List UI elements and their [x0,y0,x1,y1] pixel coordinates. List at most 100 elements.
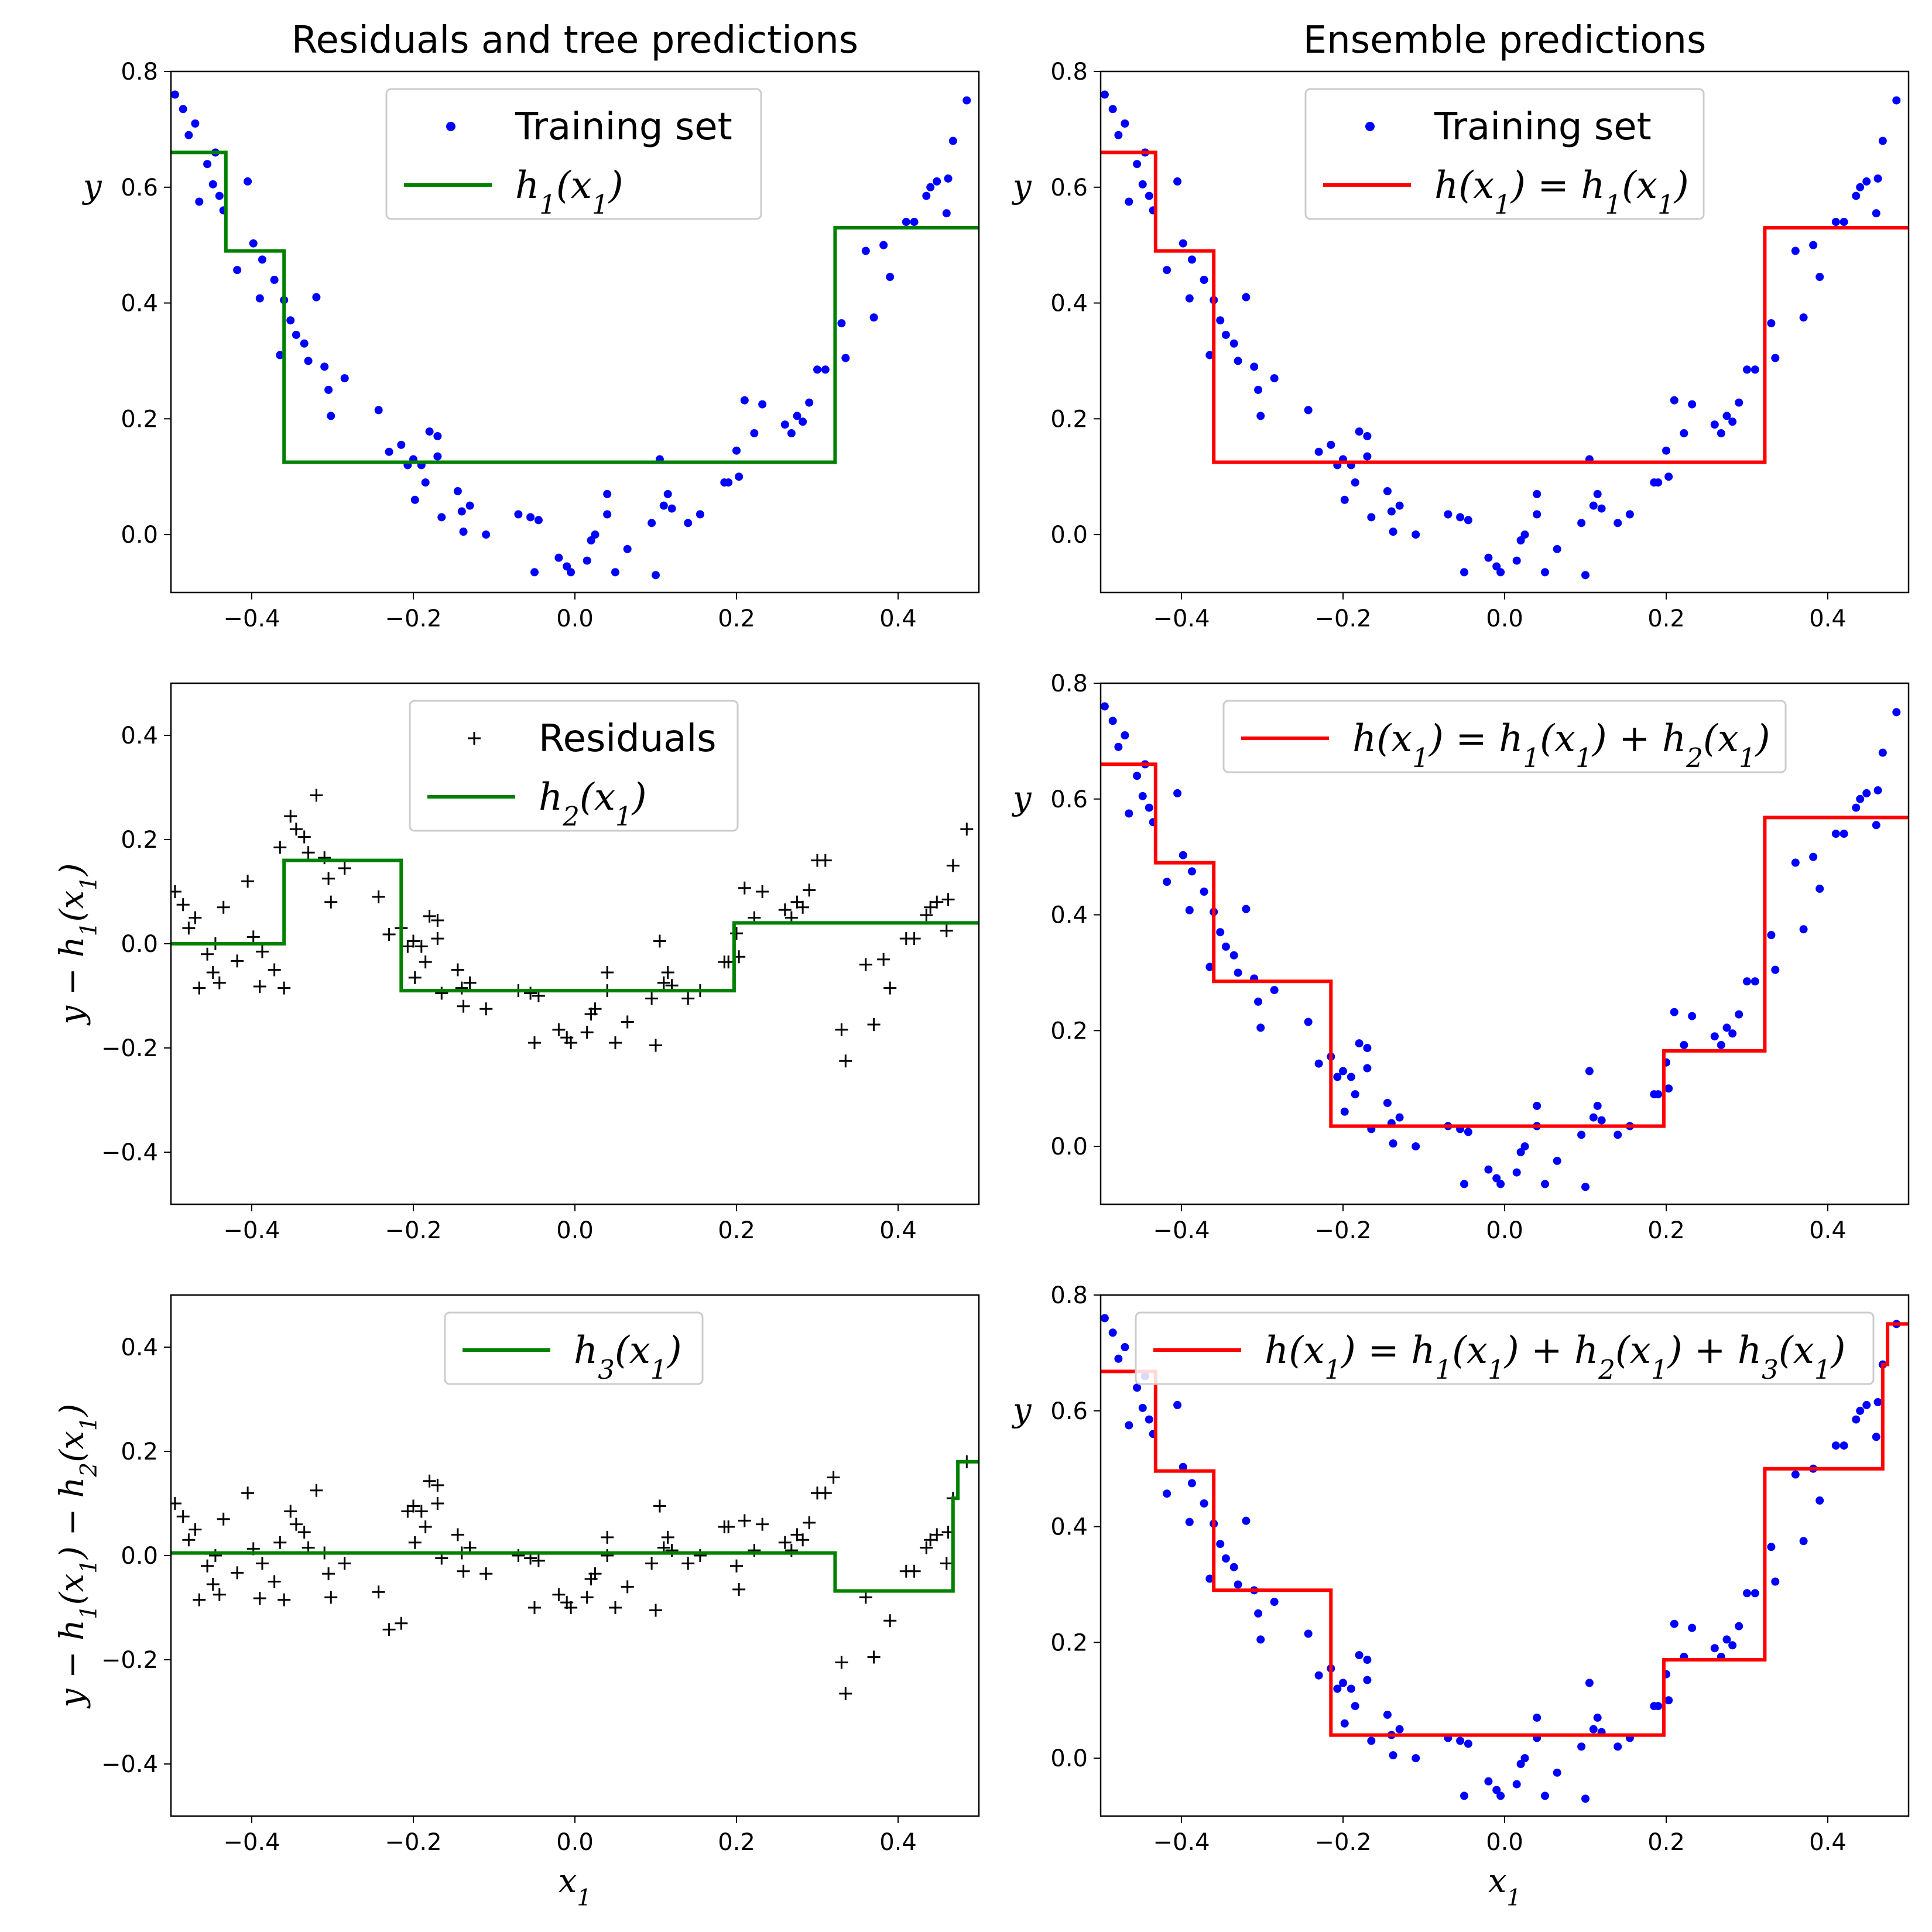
data-point [1179,851,1187,859]
y-tick-label: −0.2 [101,1647,158,1674]
y-tick-label: −0.2 [101,1035,158,1062]
data-point [1541,568,1549,577]
data-point [1389,1139,1397,1148]
x-tick-label: −0.2 [385,1217,441,1244]
data-point [304,357,313,365]
residual-marker [431,913,444,927]
residual-marker [431,932,444,946]
data-point [1589,501,1598,510]
data-point [623,544,632,553]
residual-marker [609,1601,622,1614]
data-point [567,568,576,577]
data-point [1862,789,1871,797]
data-point [1114,1354,1123,1363]
data-point [1145,803,1153,812]
x-tick-label: −0.2 [1314,605,1371,632]
y-tick-label: 0.0 [121,931,158,958]
residual-marker [839,1687,852,1700]
data-point [1314,1671,1323,1680]
residual-marker [171,1497,181,1510]
data-point [667,504,676,513]
axes-frame [1099,70,1910,594]
data-point [793,412,801,420]
data-point [1187,255,1196,264]
data-point [1256,1635,1265,1644]
data-point [1484,1777,1493,1786]
data-point [1852,191,1861,200]
data-point [1133,160,1142,169]
legend-label: Training set [515,105,732,149]
data-point [1553,1768,1561,1777]
data-point [1516,1148,1525,1156]
residual-marker [253,1591,266,1605]
residual-marker [960,823,974,836]
data-point [1363,1676,1372,1684]
data-point [514,510,523,519]
residual-marker [201,947,214,961]
data-point [1327,440,1335,449]
legend-label: Training set [1434,105,1652,149]
y-tick-label: 0.4 [121,290,158,317]
data-point [732,446,741,455]
residual-marker [372,1585,385,1599]
plot-area [171,90,979,580]
data-point [1585,1678,1594,1687]
residual-marker [940,924,953,937]
data-point [1771,354,1780,362]
prediction-step-line [1101,762,1909,1128]
data-point [1815,1496,1824,1505]
residual-marker [451,963,464,977]
legend-label: h1(x1) [515,164,624,220]
data-point [1577,1742,1586,1751]
plot-area [1101,1314,1909,1803]
data-point [1121,119,1129,128]
data-point [1589,1725,1598,1734]
data-point [1242,905,1251,913]
data-point [1101,702,1109,711]
data-point [583,556,591,565]
data-point [255,294,264,303]
residual-marker [645,1557,659,1570]
data-point [1512,1780,1521,1789]
data-point [1383,1710,1392,1719]
data-point [1892,708,1901,717]
residual-marker [877,953,890,966]
data-point [1577,519,1586,527]
y-axis-label: y − h1(x1) [53,863,102,1026]
residual-marker [213,976,226,989]
data-point [1771,1577,1780,1586]
x-tick-label: 0.2 [1647,1829,1685,1856]
axes-frame [1099,682,1910,1205]
residual-marker [645,992,659,1005]
data-point [1133,772,1142,780]
residual-marker [415,940,428,953]
x-tick-label: 0.0 [556,605,594,632]
residual-marker [407,1499,420,1513]
residual-marker [528,1036,541,1050]
residual-marker [322,872,335,885]
x-tick-label: −0.2 [385,1829,441,1856]
data-point [1229,1563,1238,1571]
prediction-step-line [171,150,979,464]
data-point [1791,1470,1800,1479]
residual-marker [182,922,196,935]
y-tick-label: 0.8 [1050,59,1088,85]
data-point [421,478,430,487]
data-point [1892,96,1901,105]
data-point [1743,365,1751,374]
axes-frame [170,1294,980,1817]
prediction-step-line [171,858,979,993]
data-point [457,507,466,516]
residual-marker [907,932,921,946]
residual-marker [479,1567,493,1581]
data-point [1460,568,1468,577]
data-point [1496,1180,1505,1188]
data-point [1614,1131,1622,1139]
residual-marker [189,1523,202,1536]
data-point [1852,803,1861,812]
residual-marker [661,1530,674,1544]
data-point [1254,1609,1263,1618]
data-point [1242,1516,1251,1525]
residual-marker [588,1002,602,1016]
